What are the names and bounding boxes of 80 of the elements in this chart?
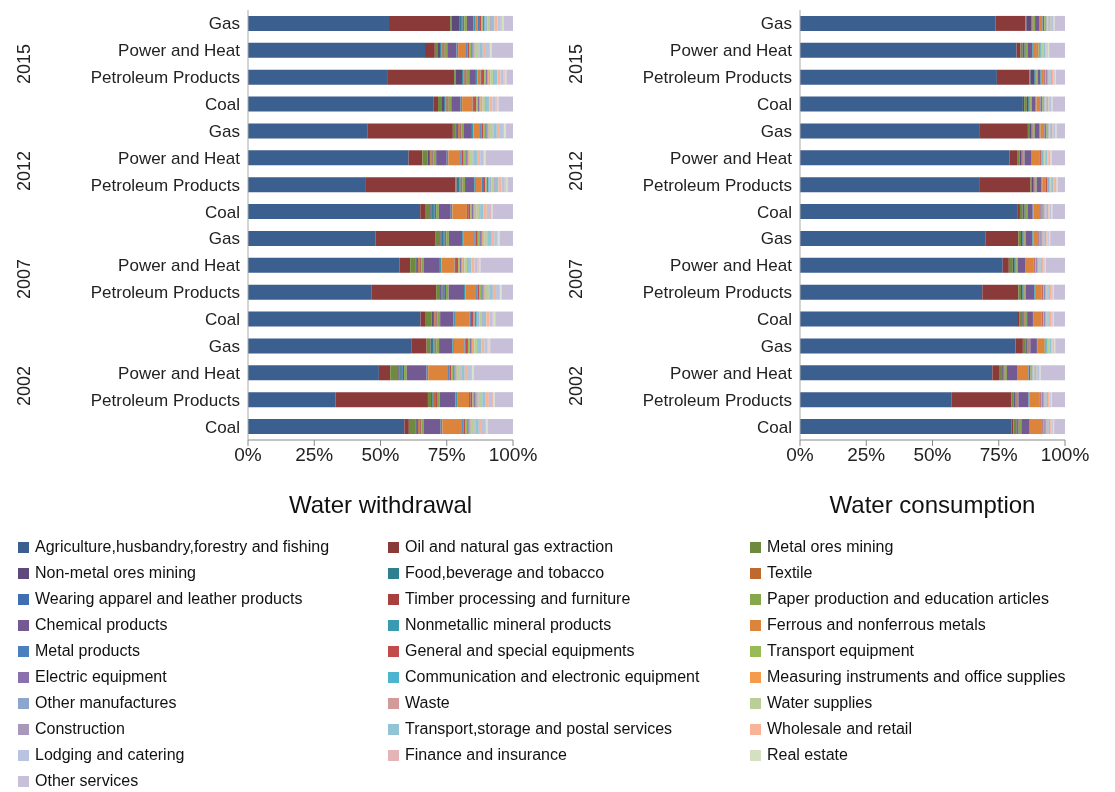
legend-label: Metal ores mining [767, 538, 894, 556]
legend-label: General and special equipments [405, 642, 635, 660]
legend-label: Measuring instruments and office supplies [767, 668, 1066, 686]
y-tick-label: Power and Heat [118, 148, 241, 168]
x-tick-label: 75% [979, 444, 1018, 466]
x-tick-label: 25% [295, 444, 334, 466]
y-tick-label: Gas [208, 229, 240, 249]
y-tick-label: Coal [205, 202, 240, 222]
text: 2015 [14, 42, 35, 86]
legend-label: Real estate [767, 746, 848, 764]
x-axis-title: Water consumption [828, 491, 1037, 519]
y-tick-label: Gas [760, 121, 792, 141]
y-tick-label: Gas [208, 121, 240, 141]
x-tick-label: 0% [234, 444, 262, 466]
y-tick-label: Coal [757, 310, 792, 330]
legend-label: Textile [767, 564, 813, 582]
legend-label: Oil and natural gas extraction [405, 538, 614, 556]
text: 2012 [566, 150, 587, 194]
y-tick-label: Power and Heat [670, 363, 793, 383]
y-tick-label: Gas [760, 229, 792, 249]
y-tick-label: Coal [757, 95, 792, 115]
y-tick-label: Petroleum Products [90, 175, 240, 195]
legend-label: Food,beverage and tobacco [405, 564, 605, 582]
y-tick-label: Gas [208, 14, 240, 34]
legend-label: Wholesale and retail [767, 720, 912, 738]
legend-label: Communication and electronic equipment [405, 668, 700, 686]
y-tick-label: Power and Heat [670, 41, 793, 61]
text: 2007 [566, 257, 587, 301]
y-tick-label: Coal [205, 95, 240, 115]
y-tick-label: Coal [205, 417, 240, 437]
y-tick-label: Petroleum Products [642, 68, 792, 88]
y-tick-label: Coal [757, 417, 792, 437]
x-tick-label: 75% [427, 444, 466, 466]
legend-label: Transport equipment [767, 642, 915, 660]
legend-label: Non-metal ores mining [35, 564, 196, 582]
y-tick-label: Power and Heat [118, 363, 241, 383]
legend-label: Water supplies [767, 694, 873, 712]
legend-label: Finance and insurance [405, 746, 567, 764]
x-axis-title: Water withdrawal [287, 491, 474, 519]
y-tick-label: Coal [757, 202, 792, 222]
x-tick-label: 50% [913, 444, 952, 466]
legend-label: Transport,storage and postal services [405, 720, 673, 738]
legend-label: Metal products [35, 642, 140, 660]
legend-label: Ferrous and nonferrous metals [767, 616, 986, 634]
text: 2002 [14, 365, 35, 409]
y-tick-label: Gas [760, 14, 792, 34]
y-tick-label: Petroleum Products [642, 175, 792, 195]
y-tick-label: Power and Heat [670, 148, 793, 168]
legend-label: Lodging and catering [35, 746, 185, 764]
y-tick-label: Gas [760, 336, 792, 356]
y-tick-label: Power and Heat [118, 41, 241, 61]
text: 2002 [566, 365, 587, 409]
x-tick-label: 50% [361, 444, 400, 466]
legend-label: Paper production and education articles [767, 590, 1049, 608]
x-tick-label: 25% [847, 444, 886, 466]
x-tick-label: 100% [1040, 444, 1090, 466]
y-tick-label: Petroleum Products [90, 390, 240, 410]
legend-label: Electric equipment [35, 668, 167, 686]
legend-label: Construction [35, 720, 125, 738]
legend-label: Agriculture,husbandry,forestry and fishing [35, 538, 330, 556]
text: 2007 [14, 257, 35, 301]
legend-label: Other services [35, 772, 139, 790]
legend-label: Waste [405, 694, 450, 712]
y-tick-label: Petroleum Products [90, 68, 240, 88]
y-tick-label: Petroleum Products [90, 283, 240, 303]
y-tick-label: Power and Heat [670, 256, 793, 276]
y-tick-label: Petroleum Products [642, 390, 792, 410]
y-tick-label: Power and Heat [118, 256, 241, 276]
y-tick-label: Coal [205, 310, 240, 330]
x-tick-label: 100% [488, 444, 538, 466]
legend-label: Timber processing and furniture [405, 590, 631, 608]
legend-label: Wearing apparel and leather products [35, 590, 303, 608]
text: 2015 [566, 42, 587, 86]
y-tick-label: Gas [208, 336, 240, 356]
legend-label: Other manufactures [35, 694, 177, 712]
y-tick-label: Petroleum Products [642, 283, 792, 303]
legend-label: Nonmetallic mineral products [405, 616, 612, 634]
legend-label: Chemical products [35, 616, 168, 634]
text: 2012 [14, 150, 35, 194]
x-tick-label: 0% [786, 444, 814, 466]
